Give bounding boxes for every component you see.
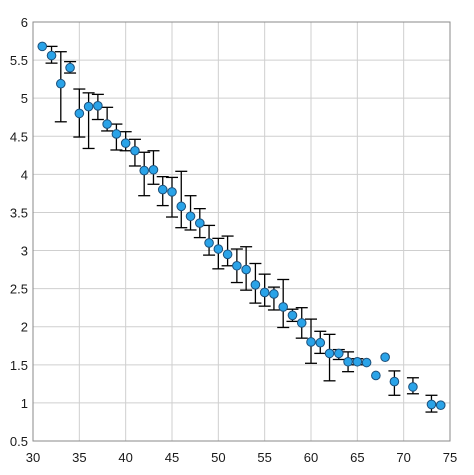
y-tick-label-6: 3.5	[10, 205, 28, 220]
error-bar	[166, 176, 178, 218]
data-point	[185, 211, 196, 222]
error-bar	[175, 170, 188, 229]
data-point	[296, 318, 307, 328]
data-point	[222, 249, 233, 260]
x-axis-ticks: 30 35 40 45 50 55 60 65 70 75	[26, 450, 457, 465]
data-point	[380, 352, 390, 363]
data-point	[167, 187, 177, 197]
data-point	[176, 201, 187, 212]
x-tick-label-5: 55	[257, 450, 271, 465]
x-tick-label-0: 30	[26, 450, 40, 465]
data-point	[278, 302, 289, 312]
data-point	[37, 41, 48, 52]
y-tick-label-0: 0.5	[10, 434, 28, 449]
data-point	[343, 356, 353, 367]
data-point	[102, 119, 112, 129]
y-tick-label-5: 3	[21, 244, 28, 259]
data-point	[250, 280, 261, 290]
data-point	[259, 287, 270, 298]
x-tick-label-1: 35	[72, 450, 86, 465]
data-point	[334, 348, 344, 359]
data-point	[157, 184, 168, 195]
y-tick-label-7: 4	[21, 167, 28, 182]
data-point	[120, 138, 131, 148]
data-point	[389, 376, 400, 387]
error-bars	[45, 45, 438, 413]
data-point	[65, 62, 75, 73]
data-point	[241, 264, 251, 275]
y-tick-label-9: 5	[21, 91, 28, 106]
data-point	[315, 337, 326, 348]
data-point	[139, 165, 149, 176]
data-point	[83, 101, 94, 112]
y-tick-label-2: 1.5	[10, 358, 28, 373]
data-point	[213, 244, 224, 254]
data-point	[130, 145, 140, 156]
data-point	[352, 356, 363, 367]
y-tick-label-8: 4.5	[10, 129, 28, 144]
y-axis-ticks: 0.5 1 1.5 2 2.5 3 3.5 4 4.5 5 5.5 6	[10, 15, 28, 449]
data-point	[111, 129, 122, 139]
data-point	[148, 164, 159, 175]
data-point	[74, 108, 85, 119]
data-point	[56, 78, 66, 89]
y-tick-label-1: 1	[21, 396, 28, 411]
plot-frame	[32, 21, 451, 442]
data-point	[269, 289, 279, 299]
y-tick-label-11: 6	[21, 15, 28, 30]
data-point	[324, 348, 335, 359]
data-point	[371, 370, 381, 381]
data-point	[408, 382, 418, 392]
data-point	[204, 238, 214, 248]
x-tick-label-2: 40	[118, 450, 132, 465]
data-point	[195, 218, 205, 228]
data-point	[232, 260, 242, 271]
x-tick-label-6: 60	[304, 450, 318, 465]
data-point	[93, 101, 103, 111]
data-point	[287, 310, 298, 321]
data-point	[306, 337, 316, 347]
grid	[32, 21, 451, 442]
data-point	[46, 50, 57, 61]
x-tick-label-4: 50	[211, 450, 225, 465]
data-points	[37, 41, 446, 410]
x-tick-label-8: 70	[396, 450, 410, 465]
error-bar	[82, 92, 95, 150]
y-tick-label-4: 2.5	[10, 282, 28, 297]
x-tick-label-3: 45	[165, 450, 179, 465]
data-point	[361, 357, 372, 368]
y-tick-label-10: 5.5	[10, 53, 28, 68]
data-point	[426, 399, 437, 410]
x-tick-label-7: 65	[350, 450, 364, 465]
data-point	[435, 400, 446, 410]
x-tick-label-9: 75	[443, 450, 457, 465]
y-tick-label-3: 2	[21, 320, 28, 335]
